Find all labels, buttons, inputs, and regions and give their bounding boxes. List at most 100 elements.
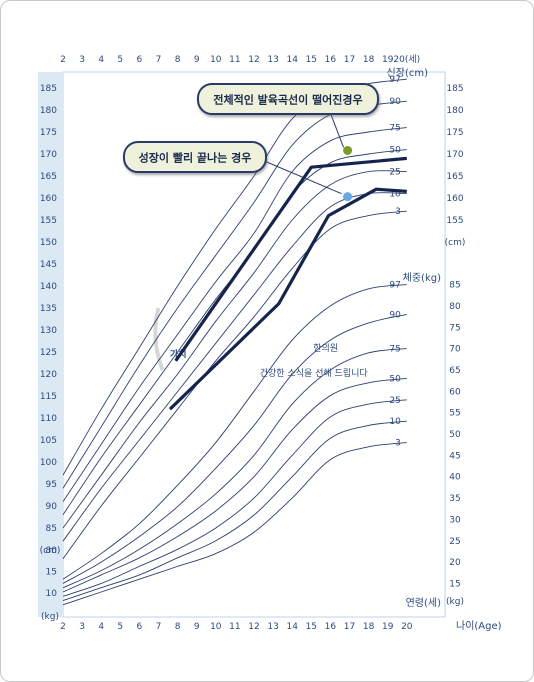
- bottom-age-tick: 18: [363, 622, 375, 632]
- bottom-age-tick: 15: [306, 622, 317, 632]
- axis-ticks: 2233445566778899101011111212131314141515…: [40, 54, 502, 632]
- top-age-tick: 9: [194, 55, 200, 65]
- percentile-label-75: 75: [389, 345, 400, 355]
- percentile-label-3: 3: [395, 439, 401, 449]
- top-age-tick: 11: [229, 55, 240, 65]
- top-age-tick: 10: [210, 55, 222, 65]
- left-height-tick: 150: [40, 238, 57, 248]
- bottom-age-tick: 2: [60, 622, 66, 632]
- height-unit: (cm): [445, 238, 466, 248]
- weight-percentile-curves: 97 90 75 50 25 10 3: [62, 281, 407, 606]
- bottom-age-tick: 14: [286, 622, 298, 632]
- bottom-age-tick: 8: [175, 622, 181, 632]
- bottom-age-tick: 12: [248, 622, 259, 632]
- right-height-tick: 165: [446, 172, 463, 182]
- top-age-tick: 6: [137, 55, 143, 65]
- percentile-curve-97: [62, 284, 407, 580]
- right-weight-tick: 80: [449, 302, 461, 312]
- top-age-tick: 13: [267, 55, 278, 65]
- top-age-tick: 2: [60, 55, 66, 65]
- left-weight-tick: 10: [46, 589, 58, 599]
- bottom-age-tick: 17: [344, 622, 355, 632]
- bottom-age-tick: 9: [194, 622, 200, 632]
- right-height-tick: 170: [446, 150, 463, 160]
- percentile-curve-25: [62, 399, 407, 597]
- bottom-age-tick: 3: [79, 622, 85, 632]
- percentile-curve-75: [62, 127, 407, 502]
- callout-bubble-1: [197, 83, 379, 115]
- percentile-curve-50: [62, 149, 407, 516]
- percentile-curve-3: [62, 210, 407, 560]
- left-height-tick: 155: [40, 216, 57, 226]
- top-age-tick: 5: [117, 55, 123, 65]
- percentile-label-25: 25: [389, 396, 400, 406]
- left-height-unit: (cm): [40, 546, 61, 556]
- left-height-tick: 120: [40, 370, 57, 380]
- left-height-tick: 105: [40, 436, 57, 446]
- percentile-curve-25: [62, 170, 407, 529]
- right-weight-tick: 50: [449, 430, 461, 440]
- highlight-curve-1: [174, 156, 407, 362]
- percentile-label-50: 50: [389, 146, 401, 156]
- left-height-tick: 110: [40, 414, 57, 424]
- left-height-tick: 145: [40, 260, 57, 270]
- bottom-age-tick: 10: [210, 622, 222, 632]
- percentile-curve-50: [62, 378, 407, 593]
- bottom-age-tick: 16: [325, 622, 337, 632]
- right-weight-tick: 25: [449, 537, 460, 547]
- weight-label: 체중(kg): [403, 272, 441, 284]
- callout-bubble-2: [123, 141, 267, 173]
- left-axis-band: [38, 72, 62, 617]
- left-height-tick: 90: [46, 502, 58, 512]
- top-age-tick: 12: [248, 55, 259, 65]
- left-height-tick: 95: [46, 480, 57, 490]
- bottom-age-tick: 19: [382, 622, 394, 632]
- marker-dot-1: [343, 145, 353, 155]
- left-height-tick: 130: [40, 326, 57, 336]
- bottom-age-tick: 20: [401, 622, 413, 632]
- highlight-curves: [168, 156, 407, 411]
- age-axis-label: 나이(Age): [456, 620, 502, 632]
- right-height-tick: 155: [446, 216, 463, 226]
- bottom-age-tick: 5: [117, 622, 123, 632]
- left-height-tick: 170: [40, 150, 57, 160]
- top-age-tick: 8: [175, 55, 181, 65]
- left-height-tick: 140: [40, 282, 57, 292]
- left-height-tick: 175: [40, 128, 57, 138]
- right-height-tick: 160: [446, 194, 463, 204]
- left-height-tick: 160: [40, 194, 57, 204]
- height-label: 신장(cm): [387, 67, 429, 79]
- percentile-label-3: 3: [395, 207, 401, 217]
- callout-pointer-1: [329, 111, 345, 148]
- weight-unit: (kg): [446, 597, 464, 607]
- left-height-tick: 165: [40, 172, 57, 182]
- top-age-tick: 18: [363, 55, 375, 65]
- age-label: 연령(세): [406, 597, 442, 609]
- right-height-tick: 180: [446, 106, 463, 116]
- callout-text-2: 성장이 빨리 끝나는 경우: [139, 151, 252, 165]
- percentile-label-90: 90: [389, 310, 401, 320]
- percentile-label-90: 90: [389, 97, 401, 107]
- highlight-curve-2: [168, 187, 407, 411]
- callout-text-1: 전체적인 발육곡선이 떨어진경우: [213, 93, 362, 107]
- percentile-label-10: 10: [389, 190, 401, 200]
- left-height-tick: 80: [46, 546, 58, 556]
- right-weight-tick: 75: [449, 323, 460, 333]
- percentile-label-97: 97: [389, 281, 400, 291]
- left-height-tick: 115: [40, 392, 57, 402]
- top-age-tick: 7: [156, 55, 162, 65]
- right-weight-tick: 45: [449, 451, 460, 461]
- top-age-tick: 17: [344, 55, 355, 65]
- marker-dot-2: [343, 192, 353, 202]
- right-weight-tick: 40: [449, 473, 461, 483]
- top-age-tick: 4: [98, 55, 104, 65]
- percentile-curve-3: [62, 442, 407, 606]
- watermark-name: 한의원: [313, 343, 338, 354]
- percentile-label-50: 50: [389, 374, 401, 384]
- right-weight-tick: 20: [449, 558, 461, 568]
- right-weight-tick: 70: [449, 345, 461, 355]
- bottom-age-tick: 7: [156, 622, 162, 632]
- percentile-curve-10: [62, 420, 407, 601]
- right-height-tick: 185: [446, 84, 463, 94]
